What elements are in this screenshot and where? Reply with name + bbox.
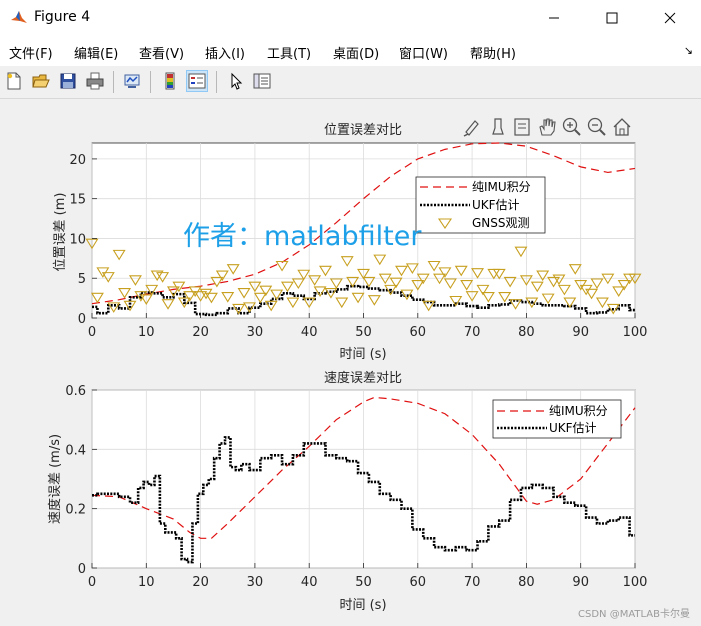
minimize-button[interactable] bbox=[531, 0, 577, 36]
property-inspector-icon[interactable] bbox=[251, 70, 273, 92]
zoom-out-icon[interactable] bbox=[587, 117, 606, 136]
menu-window[interactable]: 窗口(W) bbox=[399, 47, 448, 62]
close-button[interactable] bbox=[647, 0, 693, 36]
pan-icon[interactable] bbox=[539, 118, 556, 136]
zoom-in-icon[interactable] bbox=[562, 117, 581, 136]
data-cursor-icon[interactable] bbox=[492, 118, 504, 135]
close-icon bbox=[664, 12, 676, 24]
legend-icon[interactable] bbox=[186, 70, 208, 92]
matlab-logo-icon bbox=[10, 9, 28, 31]
brush-icon[interactable] bbox=[463, 120, 479, 137]
datatip-icon[interactable] bbox=[514, 118, 530, 136]
toolbar-separator bbox=[150, 71, 151, 93]
pointer-icon[interactable] bbox=[225, 70, 247, 92]
figure-toolbar bbox=[0, 66, 701, 99]
link-plot-icon[interactable] bbox=[121, 70, 143, 92]
maximize-icon bbox=[606, 12, 618, 24]
open-file-icon[interactable] bbox=[30, 70, 52, 92]
figure-canvas bbox=[0, 99, 701, 626]
home-icon[interactable] bbox=[613, 118, 631, 136]
menu-bar: 文件(F) 编辑(E) 查看(V) 插入(I) 工具(T) 桌面(D) 窗口(W… bbox=[0, 36, 701, 66]
axes-toolbar bbox=[463, 116, 638, 138]
window-title: Figure 4 bbox=[34, 9, 91, 25]
menu-file[interactable]: 文件(F) bbox=[9, 47, 53, 62]
save-icon[interactable] bbox=[57, 70, 79, 92]
maximize-button[interactable] bbox=[589, 0, 635, 36]
colorbar-icon[interactable] bbox=[159, 70, 181, 92]
menu-overflow-icon[interactable]: ↘ bbox=[683, 44, 693, 57]
menu-edit[interactable]: 编辑(E) bbox=[74, 47, 119, 62]
menu-desktop[interactable]: 桌面(D) bbox=[333, 47, 380, 62]
menu-view[interactable]: 查看(V) bbox=[139, 47, 185, 62]
menu-insert[interactable]: 插入(I) bbox=[205, 47, 245, 62]
print-icon[interactable] bbox=[84, 70, 106, 92]
menu-tools[interactable]: 工具(T) bbox=[267, 47, 312, 62]
title-bar: Figure 4 bbox=[0, 0, 701, 36]
new-figure-icon[interactable] bbox=[3, 70, 25, 92]
menu-help[interactable]: 帮助(H) bbox=[470, 47, 516, 62]
toolbar-separator bbox=[113, 71, 114, 93]
toolbar-separator bbox=[216, 71, 217, 93]
minimize-icon bbox=[549, 17, 559, 19]
